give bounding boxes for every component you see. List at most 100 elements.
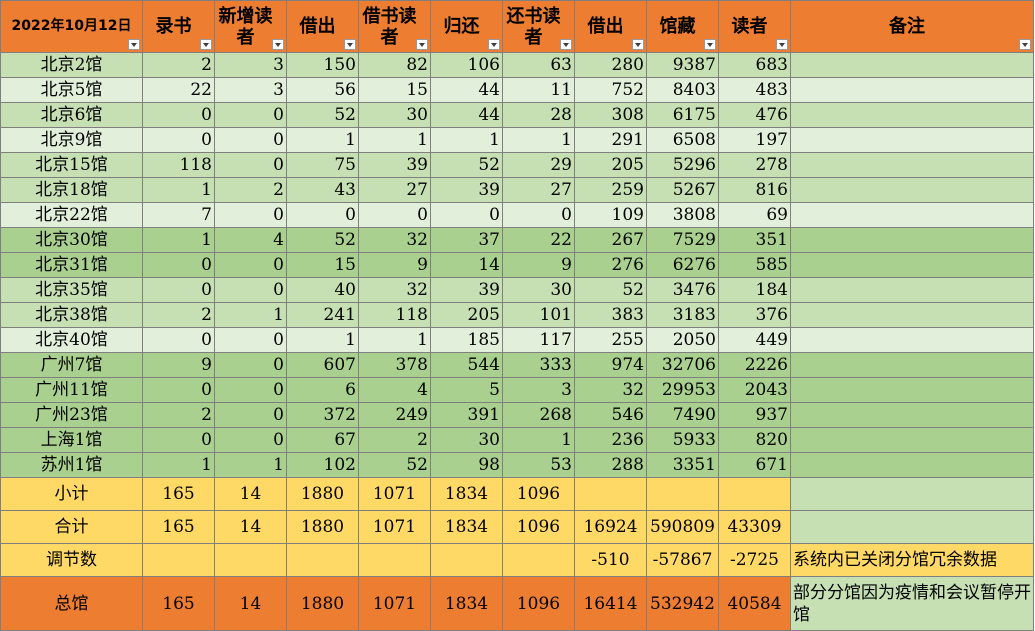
value-cell[interactable]: 44 bbox=[430, 77, 503, 103]
value-cell[interactable]: 14 bbox=[214, 510, 287, 544]
value-cell[interactable]: 249 bbox=[358, 402, 431, 428]
value-cell[interactable]: 27 bbox=[502, 177, 575, 203]
value-cell[interactable]: 376 bbox=[718, 302, 791, 328]
value-cell[interactable]: 14 bbox=[214, 477, 287, 511]
value-cell[interactable]: 0 bbox=[214, 327, 287, 353]
branch-name-cell[interactable]: 北京38馆 bbox=[0, 302, 143, 328]
value-cell[interactable]: 32 bbox=[358, 227, 431, 253]
value-cell[interactable]: 1 bbox=[286, 327, 359, 353]
value-cell[interactable]: 378 bbox=[358, 352, 431, 378]
filter-dropdown-icon[interactable] bbox=[488, 39, 500, 50]
value-cell[interactable]: 683 bbox=[718, 52, 791, 78]
value-cell[interactable]: 63 bbox=[502, 52, 575, 78]
value-cell[interactable]: 0 bbox=[214, 427, 287, 453]
value-cell[interactable]: 14 bbox=[430, 252, 503, 278]
note-cell[interactable] bbox=[790, 227, 1034, 253]
col-header-cell[interactable]: 读者 bbox=[718, 0, 791, 53]
value-cell[interactable]: 9 bbox=[358, 252, 431, 278]
value-cell[interactable]: 109 bbox=[574, 202, 647, 228]
value-cell[interactable]: 0 bbox=[214, 152, 287, 178]
row-label-cell[interactable]: 小计 bbox=[0, 477, 143, 511]
value-cell[interactable]: 1 bbox=[430, 127, 503, 153]
branch-name-cell[interactable]: 上海1馆 bbox=[0, 427, 143, 453]
value-cell[interactable]: 546 bbox=[574, 402, 647, 428]
value-cell[interactable]: 1 bbox=[214, 302, 287, 328]
value-cell[interactable]: -2725 bbox=[718, 543, 791, 577]
branch-name-cell[interactable]: 广州11馆 bbox=[0, 377, 143, 403]
value-cell[interactable]: 0 bbox=[214, 352, 287, 378]
value-cell[interactable]: 5296 bbox=[646, 152, 719, 178]
value-cell[interactable]: 69 bbox=[718, 202, 791, 228]
value-cell[interactable]: 165 bbox=[142, 477, 215, 511]
value-cell[interactable]: 0 bbox=[214, 102, 287, 128]
value-cell[interactable]: 937 bbox=[718, 402, 791, 428]
value-cell[interactable]: 0 bbox=[142, 252, 215, 278]
filter-dropdown-icon[interactable] bbox=[200, 39, 212, 50]
value-cell[interactable]: 6175 bbox=[646, 102, 719, 128]
value-cell[interactable]: 28 bbox=[502, 102, 575, 128]
value-cell[interactable]: 205 bbox=[574, 152, 647, 178]
value-cell[interactable]: -510 bbox=[574, 543, 647, 577]
value-cell[interactable]: 3 bbox=[214, 52, 287, 78]
value-cell[interactable]: 44 bbox=[430, 102, 503, 128]
value-cell[interactable]: 1 bbox=[286, 127, 359, 153]
value-cell[interactable]: 184 bbox=[718, 277, 791, 303]
value-cell[interactable]: 267 bbox=[574, 227, 647, 253]
col-header-cell[interactable]: 还书读者 bbox=[502, 0, 575, 53]
value-cell[interactable]: 0 bbox=[358, 202, 431, 228]
note-cell[interactable] bbox=[790, 477, 1034, 511]
value-cell[interactable]: 1 bbox=[142, 227, 215, 253]
value-cell[interactable]: 43 bbox=[286, 177, 359, 203]
branch-name-cell[interactable]: 北京6馆 bbox=[0, 102, 143, 128]
value-cell[interactable]: 11 bbox=[502, 77, 575, 103]
col-header-cell[interactable]: 馆藏 bbox=[646, 0, 719, 53]
value-cell[interactable]: 383 bbox=[574, 302, 647, 328]
value-cell[interactable]: 106 bbox=[430, 52, 503, 78]
value-cell[interactable]: 308 bbox=[574, 102, 647, 128]
value-cell[interactable]: 351 bbox=[718, 227, 791, 253]
value-cell[interactable]: 1 bbox=[142, 177, 215, 203]
value-cell[interactable]: 1834 bbox=[430, 576, 503, 631]
value-cell[interactable]: 268 bbox=[502, 402, 575, 428]
value-cell[interactable]: 1 bbox=[502, 127, 575, 153]
value-cell[interactable]: 30 bbox=[358, 102, 431, 128]
value-cell[interactable]: 0 bbox=[286, 202, 359, 228]
branch-name-cell[interactable]: 北京31馆 bbox=[0, 252, 143, 278]
col-header-cell[interactable]: 备注 bbox=[790, 0, 1034, 53]
value-cell[interactable]: 7 bbox=[142, 202, 215, 228]
value-cell[interactable]: 40 bbox=[286, 277, 359, 303]
note-cell[interactable] bbox=[790, 277, 1034, 303]
value-cell[interactable]: 8403 bbox=[646, 77, 719, 103]
value-cell[interactable]: 585 bbox=[718, 252, 791, 278]
row-label-cell[interactable]: 调节数 bbox=[0, 543, 143, 577]
value-cell[interactable]: 236 bbox=[574, 427, 647, 453]
value-cell[interactable]: 7490 bbox=[646, 402, 719, 428]
value-cell[interactable]: 1071 bbox=[358, 576, 431, 631]
value-cell[interactable]: 1096 bbox=[502, 477, 575, 511]
value-cell[interactable]: 40584 bbox=[718, 576, 791, 631]
value-cell[interactable]: 52 bbox=[286, 102, 359, 128]
value-cell[interactable]: 16414 bbox=[574, 576, 647, 631]
value-cell[interactable]: 1 bbox=[502, 427, 575, 453]
value-cell[interactable]: 3476 bbox=[646, 277, 719, 303]
value-cell[interactable]: 22 bbox=[142, 77, 215, 103]
value-cell[interactable]: 52 bbox=[430, 152, 503, 178]
value-cell[interactable]: 15 bbox=[358, 77, 431, 103]
value-cell[interactable]: 2226 bbox=[718, 352, 791, 378]
value-cell[interactable]: 29953 bbox=[646, 377, 719, 403]
value-cell[interactable]: 53 bbox=[502, 452, 575, 478]
value-cell[interactable]: 255 bbox=[574, 327, 647, 353]
value-cell[interactable]: 2050 bbox=[646, 327, 719, 353]
value-cell[interactable]: 1 bbox=[142, 452, 215, 478]
value-cell[interactable]: 752 bbox=[574, 77, 647, 103]
value-cell[interactable]: 0 bbox=[142, 427, 215, 453]
value-cell[interactable]: 16924 bbox=[574, 510, 647, 544]
value-cell[interactable]: 101 bbox=[502, 302, 575, 328]
value-cell[interactable]: 52 bbox=[574, 277, 647, 303]
value-cell[interactable]: 5933 bbox=[646, 427, 719, 453]
filter-dropdown-icon[interactable] bbox=[560, 39, 572, 50]
value-cell[interactable]: 9 bbox=[142, 352, 215, 378]
value-cell[interactable]: 0 bbox=[214, 277, 287, 303]
branch-name-cell[interactable]: 北京40馆 bbox=[0, 327, 143, 353]
value-cell[interactable]: 1880 bbox=[286, 477, 359, 511]
